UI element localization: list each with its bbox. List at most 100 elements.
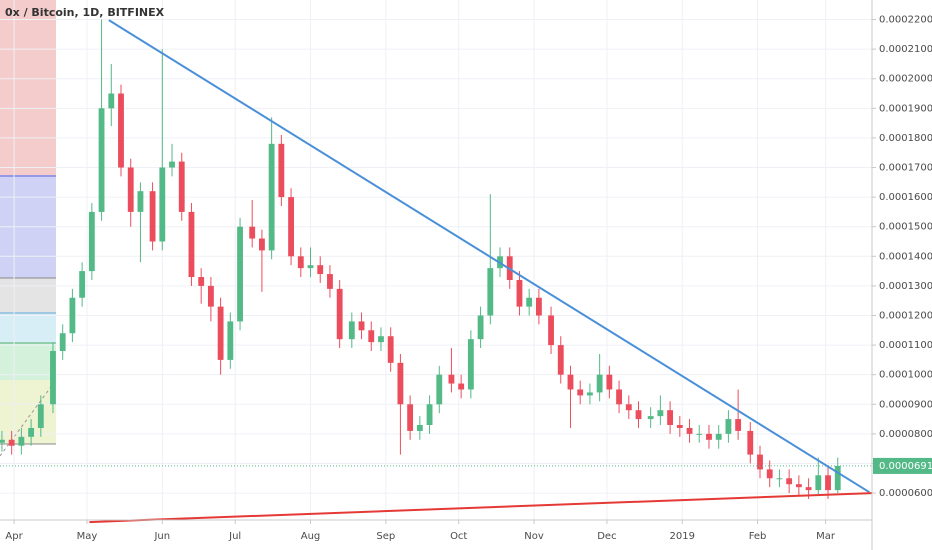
candle-body [8, 439, 15, 446]
candle-body [169, 161, 175, 168]
chart-title: 0x / Bitcoin, 1D, BITFINEX [5, 6, 165, 19]
candle-body [268, 143, 275, 251]
candle-body [825, 475, 831, 491]
zone [0, 313, 56, 343]
candle-body [0, 439, 5, 443]
x-tick-label: Apr [5, 531, 23, 542]
candle-body [834, 465, 841, 491]
candle-body [526, 297, 533, 307]
candle-body [625, 404, 632, 411]
candle-body [149, 191, 156, 242]
candle-body [467, 339, 474, 390]
x-tick-label: Jul [228, 531, 241, 542]
candle-body [805, 487, 812, 491]
zone [0, 278, 56, 313]
candle-body [28, 427, 35, 437]
candle-body [348, 321, 355, 340]
candle-body [207, 285, 214, 307]
candle-body [387, 336, 394, 363]
x-tick-label: Mar [816, 531, 836, 542]
candle-body [436, 374, 443, 405]
candle-body [676, 424, 683, 428]
grid [0, 0, 872, 520]
candle-body [59, 333, 66, 352]
candle-body [416, 424, 423, 431]
zone [0, 380, 56, 444]
candle-body [776, 478, 783, 480]
candle-body [657, 410, 664, 417]
candle-body [188, 211, 195, 278]
candle-body [336, 288, 343, 340]
candle-body [288, 197, 294, 257]
candle-body [606, 374, 613, 390]
candle-body [757, 454, 763, 470]
candle-body [535, 297, 542, 316]
candle-body [137, 191, 144, 212]
candle-body [127, 167, 134, 212]
candle-body [647, 416, 654, 420]
candle-body [557, 345, 564, 375]
candle-body [69, 297, 76, 334]
candle-body [307, 265, 314, 269]
candle-body [686, 427, 693, 434]
zone [0, 343, 56, 380]
candle-body [448, 374, 455, 384]
candle-body [635, 410, 642, 420]
candle-body [577, 389, 584, 396]
candle-body [458, 383, 465, 390]
last-price-box [873, 457, 932, 474]
candle-body [397, 362, 404, 405]
x-tick-label: Nov [524, 531, 544, 542]
y-tick-label: 0.00022000 [879, 15, 932, 26]
x-tick-label: Sep [376, 531, 395, 542]
candle-body [358, 321, 365, 331]
candle-body [217, 306, 224, 360]
candle-body [178, 161, 185, 212]
candle-body [159, 167, 166, 242]
candle-body [795, 484, 802, 488]
candle-body [786, 478, 793, 485]
candle-body [587, 392, 593, 396]
candle-body [98, 108, 105, 212]
candle-body [487, 268, 494, 316]
candle-body [198, 277, 205, 286]
x-tick-label: Aug [301, 531, 321, 542]
candle-body [567, 374, 574, 390]
candle-body [118, 93, 124, 168]
candle-body [108, 93, 115, 109]
candle-body [317, 265, 324, 275]
candle-body [766, 469, 773, 479]
candle-body [327, 274, 333, 289]
candle-body [616, 389, 622, 405]
candle-body [368, 330, 375, 343]
candle-body [667, 410, 674, 425]
candle-body [696, 433, 703, 435]
fib-zones [0, 0, 57, 457]
plot [0, 19, 872, 524]
candle-body [227, 321, 234, 360]
candle-body [297, 256, 304, 269]
candle-body [378, 336, 384, 343]
candle-body [407, 404, 414, 431]
zone-diagonal [0, 379, 57, 457]
x-tick-label: Oct [450, 531, 467, 542]
candle-body [237, 226, 243, 322]
candle-body [747, 430, 754, 455]
candle-body [725, 419, 732, 434]
trendline [108, 19, 870, 494]
candle-body [37, 404, 44, 428]
candle-body [815, 475, 822, 491]
